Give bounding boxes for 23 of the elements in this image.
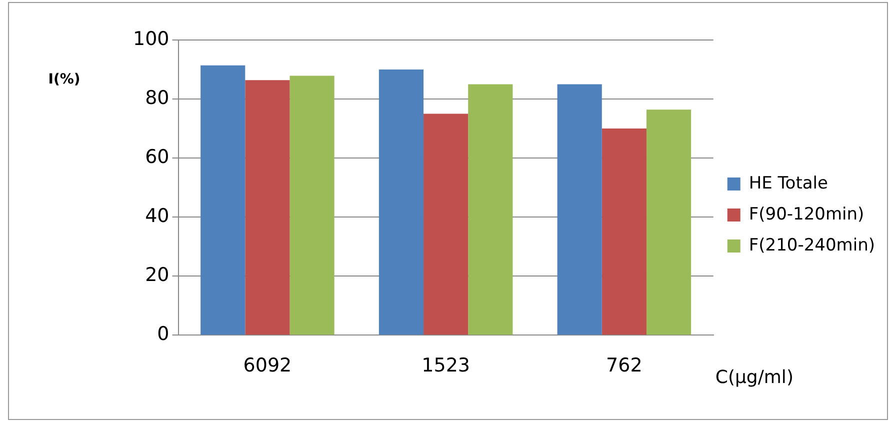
x-tick-label: 1523: [422, 354, 470, 377]
y-tick-label: 60: [145, 146, 170, 168]
y-tick-label: 20: [145, 264, 170, 286]
bar: [468, 84, 513, 335]
bar: [557, 84, 602, 335]
bar: [200, 65, 246, 335]
legend-label: HE Totale: [748, 173, 828, 194]
bar: [290, 76, 334, 335]
y-tick-label: 80: [145, 86, 170, 109]
y-tick-label: 0: [157, 323, 170, 346]
bar: [245, 80, 290, 335]
y-axis-title: I(%): [48, 72, 80, 88]
bar: [602, 128, 646, 335]
x-tick-label: 6092: [243, 354, 292, 377]
x-axis-title: C(µg/ml): [715, 366, 794, 388]
x-tick-label: 762: [606, 354, 642, 377]
bar: [646, 110, 692, 335]
legend-label: F(90-120min): [748, 204, 864, 224]
bar: [378, 70, 424, 335]
y-tick-label: 100: [133, 28, 170, 50]
bar: [424, 114, 468, 335]
y-tick-label: 40: [145, 205, 170, 228]
legend-label: F(210-240min): [748, 235, 876, 256]
